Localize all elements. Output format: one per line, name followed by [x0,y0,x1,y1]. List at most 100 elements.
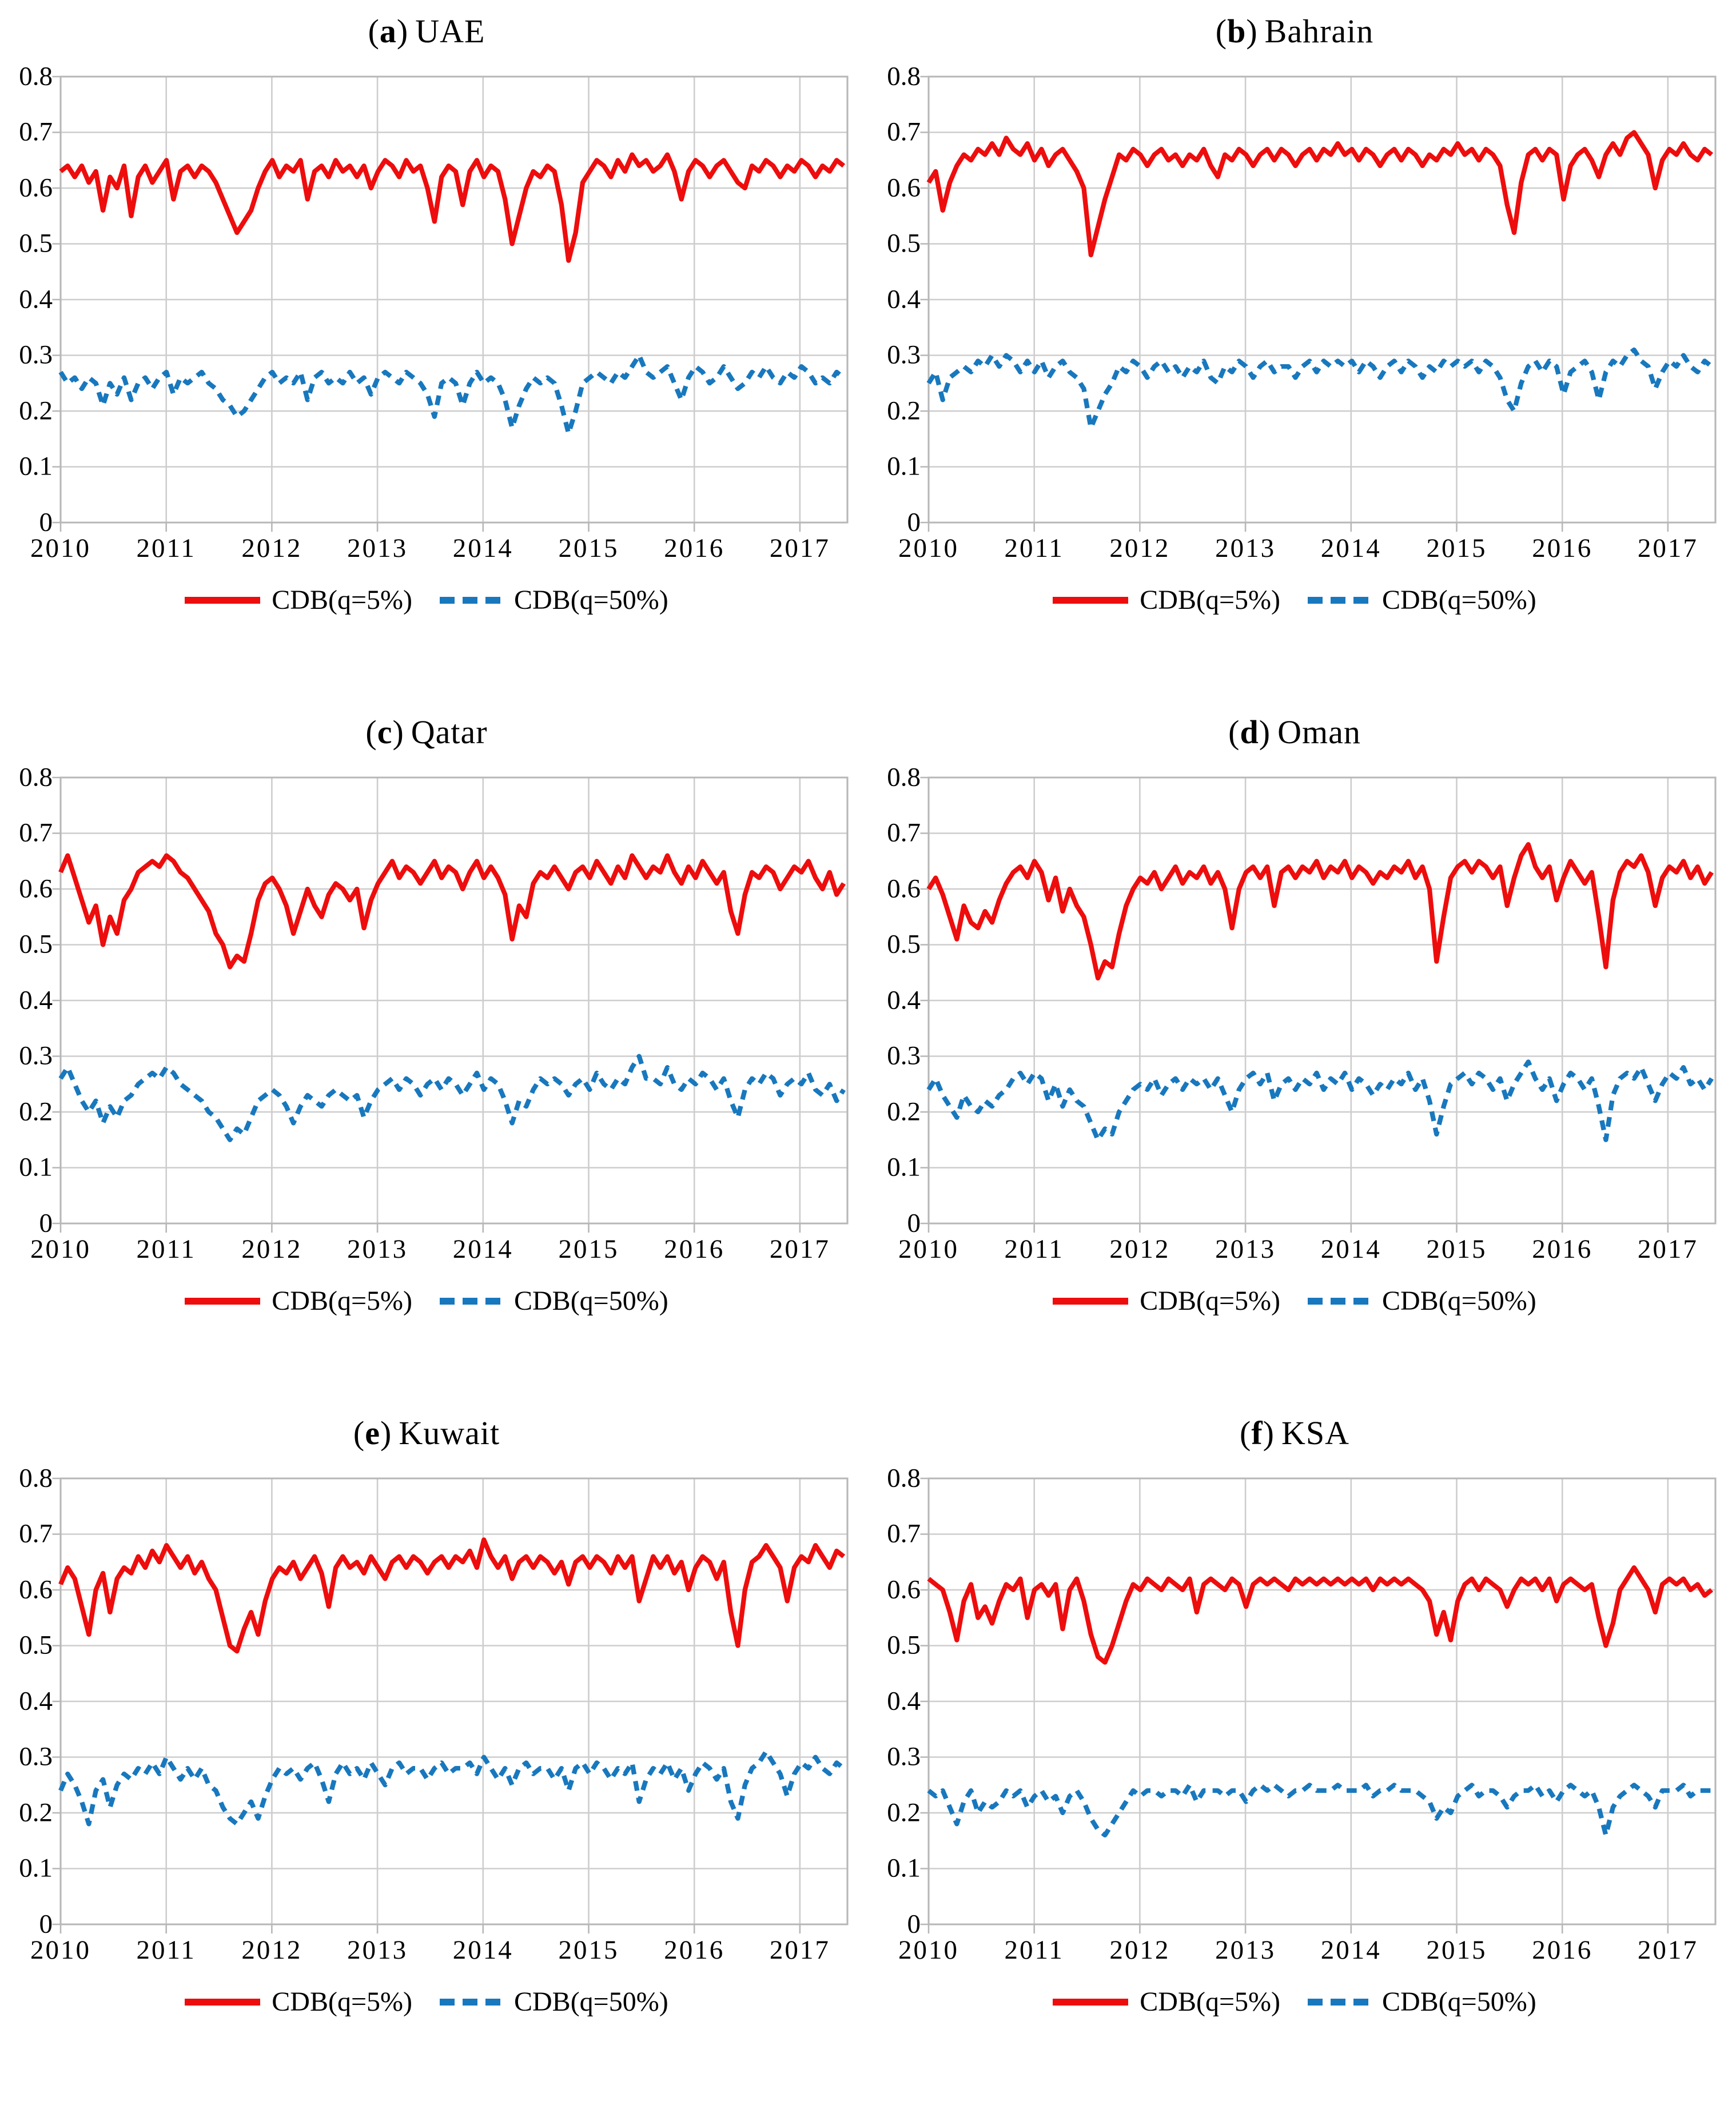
plot-border [927,75,1717,524]
x-tick-label: 2015 [1426,533,1487,563]
series-line-cdb-q5 [926,842,1714,980]
plot-area [52,776,849,1233]
y-tick-label: 0.1 [19,1853,53,1883]
panel-title: (a) UAE [6,11,847,51]
chart-panel: (b) Bahrain 0 0.1 0.2 0.3 0.4 0.5 0.6 0.7 0.8 201… [868,2,1736,703]
x-tick-label: 2012 [1109,533,1170,563]
series-line-cdb-q50 [926,347,1714,430]
y-tick-label: 0 [39,1909,53,1939]
x-tick-label: 2010 [898,1234,959,1264]
x-tick-label: 2013 [1215,533,1276,563]
y-tick-label: 0.2 [19,396,53,426]
y-tick-label: 0.4 [887,284,921,314]
legend-label-q50: CDB(q=50%) [514,1986,668,2017]
y-tick-label: 0.5 [19,228,53,258]
y-tick-label: 0.3 [19,340,53,370]
x-tick-label: 2013 [347,1234,408,1264]
paren-close: ) [1263,1414,1275,1452]
legend-label-q50: CDB(q=50%) [514,1285,668,1316]
x-tick-label: 2016 [1532,1234,1593,1264]
x-tick-label: 2012 [241,533,302,563]
plot-border [59,776,849,1225]
legend-label-q50: CDB(q=50%) [1382,1986,1536,2017]
x-tick-label: 2015 [1426,1935,1487,1965]
chart-row: 0 0.1 0.2 0.3 0.4 0.5 0.6 0.7 0.8 [6,764,849,1237]
chart-panel: (c) Qatar 0 0.1 0.2 0.3 0.4 0.5 0.6 0.7 0.8 2010 2… [0,703,868,1404]
x-axis-labels: 2010 2011 2012 2013 2014 2015 2016 2017 [30,523,847,566]
series-line-cdb-q50 [927,1782,1712,1837]
panel-title: (d) Oman [874,712,1715,752]
legend-line-blue [440,1998,500,2006]
plot-wrap [920,75,1717,532]
y-tick-label: 0.5 [887,929,921,959]
y-tick-label: 0 [907,1208,921,1238]
plot-area [52,75,849,532]
x-tick-label: 2014 [1320,1935,1381,1965]
paren-open: ( [353,1414,365,1452]
paren-open: ( [1239,1414,1252,1452]
paren-open: ( [365,713,377,751]
x-tick-label: 2016 [1532,533,1593,563]
y-tick-label: 0.7 [19,1518,53,1549]
chart-panel: (a) UAE 0 0.1 0.2 0.3 0.4 0.5 0.6 0.7 0.8 2010 201… [0,2,868,703]
y-axis-labels: 0 0.1 0.2 0.3 0.4 0.5 0.6 0.7 0.8 [6,63,61,536]
x-tick-label: 2011 [136,533,196,563]
chart-row: 0 0.1 0.2 0.3 0.4 0.5 0.6 0.7 0.8 [874,764,1717,1237]
legend-label-q5: CDB(q=5%) [272,1285,412,1316]
x-tick-label: 2011 [1004,1234,1064,1264]
y-tick-label: 0.3 [887,340,921,370]
y-tick-label: 0 [907,1909,921,1939]
x-tick-label: 2012 [241,1935,302,1965]
x-tick-label: 2016 [664,1234,725,1264]
plot-area [52,1477,849,1933]
series-line-cdb-q5 [58,853,846,970]
series-line-cdb-q50 [58,1054,846,1142]
legend-label-q5: CDB(q=5%) [1140,1285,1280,1316]
x-axis-labels: 2010 2011 2012 2013 2014 2015 2016 2017 [30,1924,847,1968]
x-axis-labels: 2010 2011 2012 2013 2014 2015 2016 2017 [30,1223,847,1267]
y-tick-label: 0.5 [19,929,53,959]
paren-close: ) [392,713,404,751]
legend: CDB(q=5%) CDB(q=50%) [6,584,847,615]
panel-title: (b) Bahrain [874,11,1715,51]
x-tick-label: 2013 [347,533,408,563]
y-tick-label: 0.6 [887,1574,921,1605]
legend-line-blue [1308,1998,1368,2006]
panel-letter: d [1240,713,1259,751]
legend-label-q5: CDB(q=5%) [1140,584,1280,615]
plot-wrap [52,1477,849,1933]
panel-country: Kuwait [399,1414,500,1452]
x-tick-label: 2015 [1426,1234,1487,1264]
legend-label-q50: CDB(q=50%) [514,584,668,615]
legend-label-q50: CDB(q=50%) [1382,1285,1536,1316]
y-axis-labels: 0 0.1 0.2 0.3 0.4 0.5 0.6 0.7 0.8 [874,764,929,1237]
paren-close: ) [1246,13,1258,50]
paren-open: ( [368,13,380,50]
y-tick-label: 0 [907,507,921,537]
x-tick-label: 2015 [558,1935,619,1965]
legend-line-blue [440,1297,500,1305]
panel-letter: a [379,13,397,50]
x-tick-label: 2012 [1109,1935,1170,1965]
x-axis-labels: 2010 2011 2012 2013 2014 2015 2016 2017 [898,1924,1715,1968]
x-tick-label: 2011 [1004,533,1064,563]
y-tick-label: 0.5 [19,1630,53,1660]
panel-title: (f) KSA [874,1413,1715,1453]
legend-line-blue [440,596,500,604]
x-tick-label: 2014 [1320,533,1381,563]
x-tick-label: 2013 [1215,1234,1276,1264]
y-tick-label: 0.8 [887,762,921,792]
chart-row: 0 0.1 0.2 0.3 0.4 0.5 0.6 0.7 0.8 [6,63,849,536]
panel-country: UAE [415,13,485,50]
y-tick-label: 0.8 [19,61,53,91]
y-tick-label: 0 [39,1208,53,1238]
x-tick-label: 2010 [898,533,959,563]
y-tick-label: 0.2 [19,1797,53,1828]
x-tick-label: 2012 [1109,1234,1170,1264]
plot-border [927,1477,1717,1925]
y-tick-label: 0.6 [887,173,921,203]
y-tick-label: 0.7 [19,117,53,147]
y-axis-labels: 0 0.1 0.2 0.3 0.4 0.5 0.6 0.7 0.8 [6,764,61,1237]
x-tick-label: 2011 [136,1234,196,1264]
x-tick-label: 2017 [769,533,830,563]
